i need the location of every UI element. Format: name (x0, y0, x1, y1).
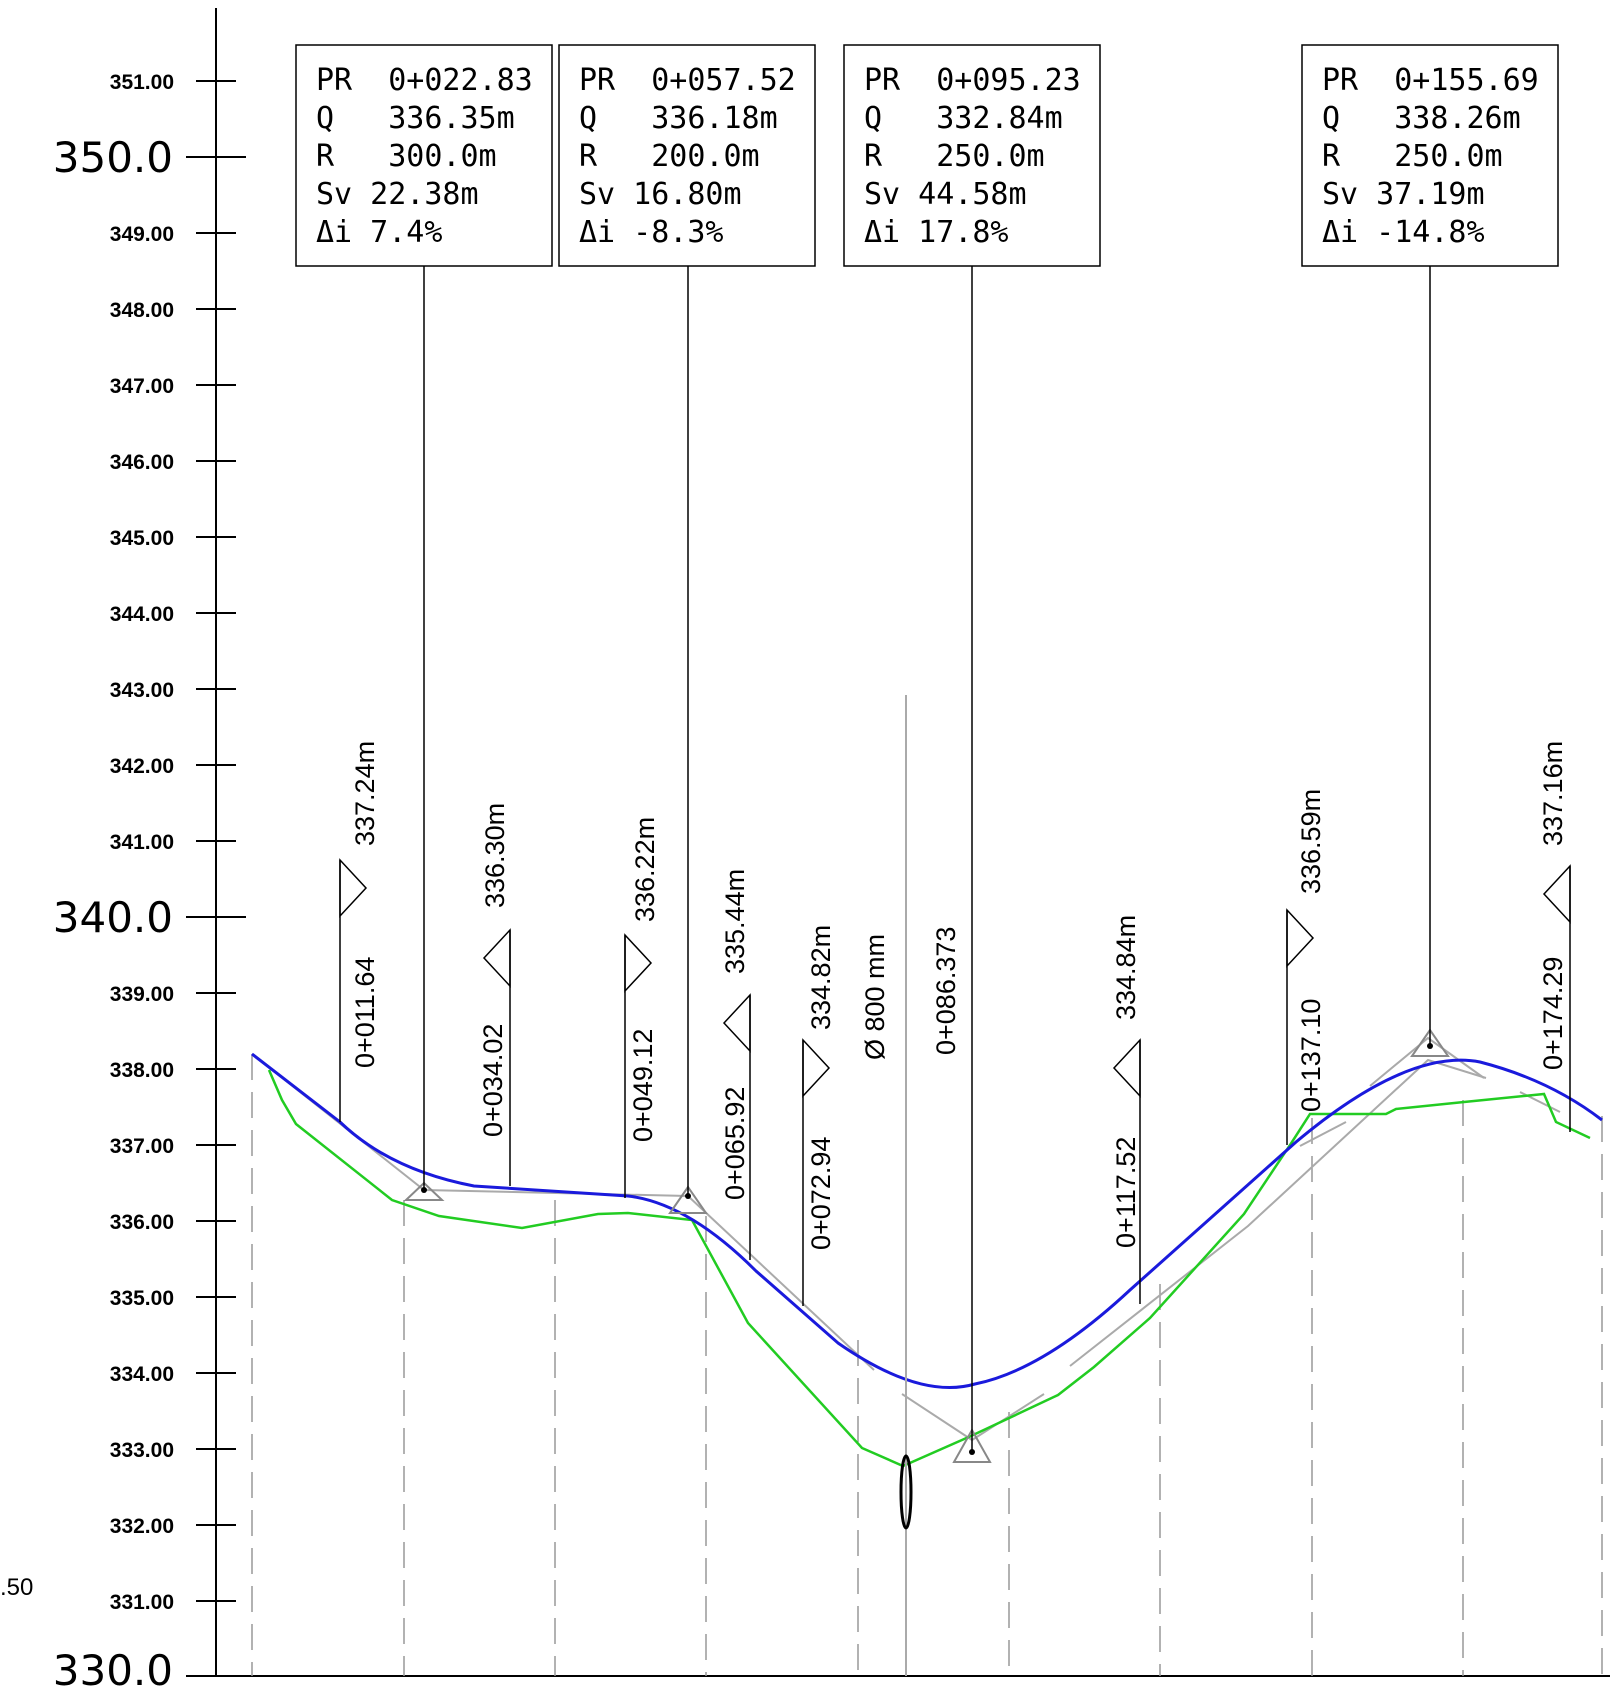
station-marker: 0+011.64 337.24m (339, 741, 380, 1122)
station-marker: 0+034.02 336.30m (478, 803, 511, 1186)
station-marker: 0+065.92 335.44m (720, 869, 751, 1260)
curve-sv: Sv 22.38m (316, 177, 479, 212)
station-label: 0+011.64 (350, 957, 380, 1068)
minor-tick-label: 331.00 (110, 1591, 174, 1614)
minor-tick-label: 349.00 (110, 223, 174, 246)
elevation-label: 336.22m (630, 817, 660, 922)
curve-di: Δi -8.3% (579, 215, 724, 250)
elevation-label: 336.30m (480, 803, 510, 908)
major-tick-label: 340.0 (53, 893, 173, 942)
minor-tick-label: 345.00 (110, 527, 174, 550)
curve-sv: Sv 37.19m (1322, 177, 1485, 212)
minor-tick-label: 344.00 (110, 603, 174, 626)
pipe-station-label: 0+086.373 (931, 927, 961, 1055)
station-marker: 0+117.52 334.84m (1111, 915, 1141, 1304)
curve-box-1: PR 0+022.83 Q 336.35m R 300.0m Sv 22.38m… (295, 44, 553, 1193)
elevation-label: 334.84m (1111, 915, 1141, 1020)
minor-tick-label: 351.00 (110, 71, 174, 94)
station-label: 0+065.92 (720, 1087, 750, 1200)
curve-di: Δi 17.8% (864, 215, 1009, 250)
curve-pr: PR 0+095.23 (864, 63, 1081, 98)
grade-line (251, 1052, 1603, 1389)
dashed-grid (251, 1054, 1603, 1676)
curve-pr: PR 0+155.69 (1322, 63, 1539, 98)
elevation-label: 336.59m (1296, 789, 1326, 894)
station-marker: 0+174.29 337.16m (1538, 741, 1571, 1132)
minor-ticks: 351.00 349.00 348.00 347.00 346.00 345.00 344.… (110, 71, 236, 1614)
minor-tick-label: 339.00 (110, 983, 174, 1006)
curve-q: Q 338.26m (1322, 101, 1521, 136)
curve-q: Q 332.84m (864, 101, 1063, 136)
curve-q: Q 336.18m (579, 101, 778, 136)
major-tick-label: 330.0 (53, 1646, 173, 1687)
minor-tick-label: 342.00 (110, 755, 174, 778)
pipe-ellipse (899, 1454, 913, 1530)
major-ticks: 350.0 340.0 330.0 (53, 133, 246, 1687)
curve-di: Δi -14.8% (1322, 215, 1485, 250)
minor-tick-label: 333.00 (110, 1439, 174, 1462)
minor-tick-label: 341.00 (110, 831, 174, 854)
station-marker: 0+137.10 336.59m (1286, 789, 1326, 1145)
station-marker: 0+072.94 334.82m (802, 925, 836, 1306)
minor-tick-label: 338.00 (110, 1059, 174, 1082)
elevation-label: 334.82m (806, 925, 836, 1030)
curve-r: R 200.0m (579, 139, 760, 174)
terrain-line (267, 1069, 1591, 1468)
curve-r: R 300.0m (316, 139, 497, 174)
curve-box-3: PR 0+095.23 Q 332.84m R 250.0m Sv 44.58m… (843, 44, 1101, 1455)
curve-sv: Sv 16.80m (579, 177, 742, 212)
pipe-diameter-label: Ø 800 mm (860, 934, 890, 1060)
curve-pr: PR 0+057.52 (579, 63, 796, 98)
station-label: 0+117.52 (1111, 1137, 1141, 1248)
minor-tick-label: 347.00 (110, 375, 174, 398)
minor-tick-label: 335.00 (110, 1287, 174, 1310)
minor-tick-label: 336.00 (110, 1211, 174, 1234)
station-label: 0+174.29 (1538, 957, 1568, 1070)
station-label: 0+072.94 (806, 1137, 836, 1250)
minor-tick-label: 332.00 (110, 1515, 174, 1538)
curve-pr: PR 0+022.83 (316, 63, 533, 98)
curve-r: R 250.0m (864, 139, 1045, 174)
curve-box-2: PR 0+057.52 Q 336.18m R 200.0m Sv 16.80m… (558, 44, 816, 1199)
curve-q: Q 336.35m (316, 101, 515, 136)
curve-box-4: PR 0+155.69 Q 338.26m R 250.0m Sv 37.19m… (1301, 44, 1559, 1049)
minor-tick-label: 334.00 (110, 1363, 174, 1386)
minor-tick-label: 337.00 (110, 1135, 174, 1158)
minor-tick-label: 346.00 (110, 451, 174, 474)
major-tick-label: 350.0 (53, 133, 173, 182)
vpi-markers (403, 1028, 1450, 1463)
elevation-label: 337.16m (1538, 741, 1568, 846)
station-label: 0+034.02 (478, 1024, 508, 1137)
elevation-label: 335.44m (720, 869, 750, 974)
left-edge-label: .50 (0, 1574, 33, 1601)
station-label: 0+137.10 (1296, 999, 1326, 1112)
minor-tick-label: 343.00 (110, 679, 174, 702)
station-marker: 0+049.12 336.22m (624, 817, 660, 1198)
minor-tick-label: 348.00 (110, 299, 174, 322)
curve-r: R 250.0m (1322, 139, 1503, 174)
curve-sv: Sv 44.58m (864, 177, 1027, 212)
curve-di: Δi 7.4% (316, 215, 442, 250)
elevation-label: 337.24m (350, 741, 380, 846)
station-label: 0+049.12 (628, 1029, 658, 1142)
